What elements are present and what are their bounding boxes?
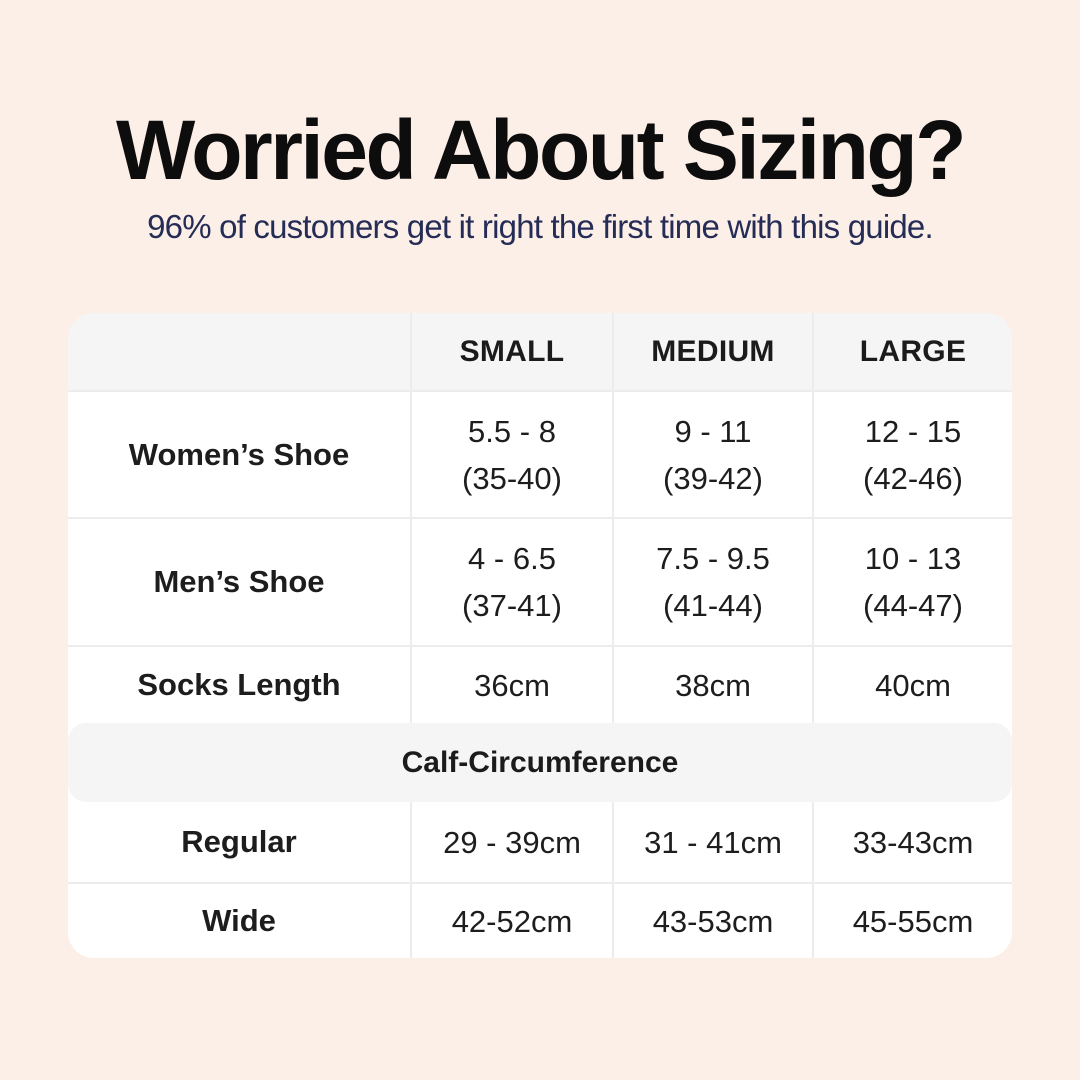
page-subtitle: 96% of customers get it right the first … bbox=[147, 208, 934, 245]
table-row-regular: Regular 29 - 39cm 31 - 41cm 33-43cm bbox=[68, 802, 1012, 882]
cell-value: 4 - 6.5 bbox=[468, 541, 556, 576]
cell-value: 9 - 11 bbox=[674, 413, 752, 449]
column-header-small: SMALL bbox=[410, 313, 612, 390]
cell-value-secondary: (35-40) bbox=[462, 460, 562, 496]
cell-value: 10 - 13 bbox=[864, 541, 962, 576]
cell-value-secondary: (42-46) bbox=[863, 460, 963, 496]
row-label: Women’s Shoe bbox=[128, 436, 350, 472]
page-title: Worried About Sizing? bbox=[115, 103, 967, 197]
table-cell: 43-53cm bbox=[612, 884, 812, 958]
cell-value-secondary: (39-42) bbox=[663, 460, 763, 496]
table-cell: 31 - 41cm bbox=[612, 802, 812, 882]
table-cell: 40cm bbox=[812, 647, 1012, 723]
column-header-large: LARGE bbox=[812, 313, 1012, 390]
section-header-calf-circumference: Calf-Circumference bbox=[68, 723, 1012, 802]
row-label: Wide bbox=[202, 903, 276, 938]
cell-value: 29 - 39cm bbox=[443, 824, 581, 860]
cell-value: 42-52cm bbox=[451, 903, 573, 939]
table-cell: 7.5 - 9.5 (41-44) bbox=[612, 519, 812, 645]
cell-value: 7.5 - 9.5 bbox=[656, 541, 770, 576]
cell-value: 5.5 - 8 bbox=[468, 413, 556, 449]
table-cell: 36cm bbox=[410, 647, 612, 723]
table-cell: 4 - 6.5 (37-41) bbox=[410, 519, 612, 645]
cell-value-secondary: (37-41) bbox=[462, 588, 562, 623]
table-row-womens-shoe: Women’s Shoe 5.5 - 8 (35-40) 9 - 11 (39-… bbox=[68, 390, 1012, 517]
cell-value: 31 - 41cm bbox=[644, 824, 782, 860]
size-table: SMALL MEDIUM LARGE Women’s Shoe 5.5 - 8 … bbox=[68, 313, 1012, 958]
table-header-row: SMALL MEDIUM LARGE bbox=[68, 313, 1012, 390]
table-cell: 12 - 15 (42-46) bbox=[812, 392, 1012, 517]
table-row-wide: Wide 42-52cm 43-53cm 45-55cm bbox=[68, 882, 1012, 958]
table-cell: 38cm bbox=[612, 647, 812, 723]
cell-value: 43-53cm bbox=[652, 903, 774, 939]
cell-value: 12 - 15 bbox=[864, 413, 962, 449]
cell-value-secondary: (44-47) bbox=[863, 588, 963, 623]
column-header-empty bbox=[68, 313, 410, 390]
table-row-mens-shoe: Men’s Shoe 4 - 6.5 (37-41) 7.5 - 9.5 (41… bbox=[68, 517, 1012, 645]
table-cell: 45-55cm bbox=[812, 884, 1012, 958]
table-cell: 29 - 39cm bbox=[410, 802, 612, 882]
table-cell: 9 - 11 (39-42) bbox=[612, 392, 812, 517]
row-label: Men’s Shoe bbox=[153, 564, 325, 599]
table-row-socks-length: Socks Length 36cm 38cm 40cm bbox=[68, 645, 1012, 723]
column-header-medium: MEDIUM bbox=[612, 313, 812, 390]
cell-value: 40cm bbox=[875, 667, 951, 703]
cell-value-secondary: (41-44) bbox=[663, 588, 763, 623]
row-label: Regular bbox=[181, 824, 297, 859]
table-cell: 42-52cm bbox=[410, 884, 612, 958]
row-label: Socks Length bbox=[137, 667, 341, 702]
cell-value: 36cm bbox=[474, 667, 550, 703]
table-cell: 5.5 - 8 (35-40) bbox=[410, 392, 612, 517]
table-cell: 10 - 13 (44-47) bbox=[812, 519, 1012, 645]
cell-value: 33-43cm bbox=[852, 824, 974, 860]
table-cell: 33-43cm bbox=[812, 802, 1012, 882]
cell-value: 45-55cm bbox=[852, 903, 974, 939]
cell-value: 38cm bbox=[675, 667, 751, 703]
